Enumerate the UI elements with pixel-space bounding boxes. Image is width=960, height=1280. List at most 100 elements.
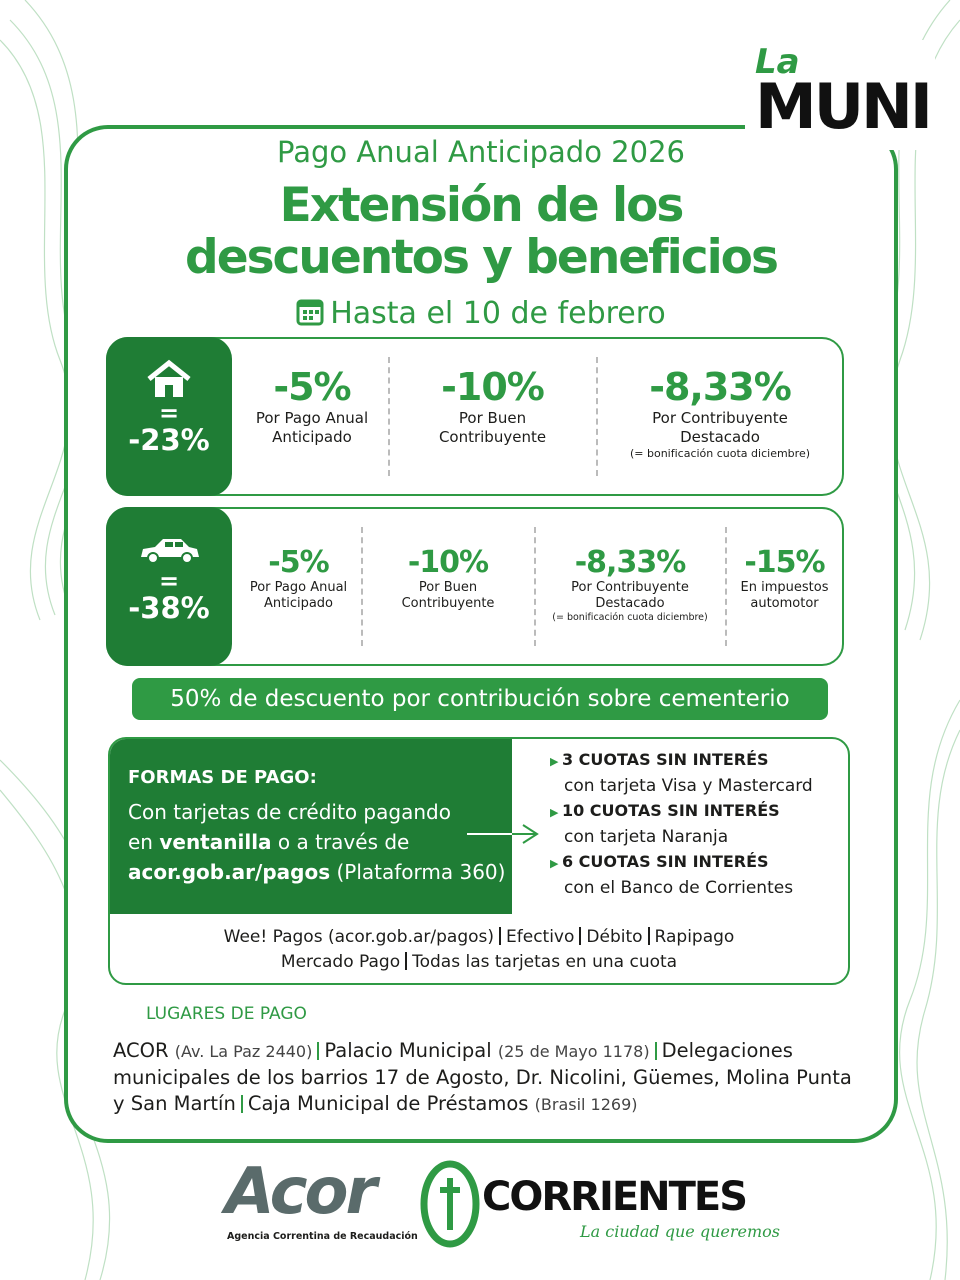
option: ▶ 6 CUOTAS SIN INTERÉS con el Banco de Co… (550, 849, 848, 901)
subtitle: Pago Anual Anticipado 2026 (277, 135, 685, 169)
discount-item: -15% En impuestos automotor (727, 509, 842, 664)
discount-label: Contribuyente (438, 428, 547, 446)
text-line: en ventanilla o a través de (128, 827, 508, 857)
option-title: 10 CUOTAS SIN INTERÉS (561, 801, 780, 820)
divider (361, 527, 363, 646)
discount-label: Por Buen (458, 409, 527, 427)
house-icon (147, 359, 191, 397)
option: ▶ 3 CUOTAS SIN INTERÉS con tarjeta Visa y… (550, 747, 848, 798)
discount-value: -5% (273, 365, 351, 409)
corrientes-wordmark: CORRIENTES (482, 1174, 748, 1220)
date-row: Hasta el 10 de febrero (64, 296, 898, 331)
car-icon (141, 539, 199, 564)
place-address: (Av. La Paz 2440) (174, 1042, 313, 1061)
place-name: Palacio Municipal (324, 1039, 492, 1062)
option-title: 6 CUOTAS SIN INTERÉS (561, 852, 769, 871)
payment-methods: FORMAS DE PAGO: Con tarjetas de crédito … (110, 739, 512, 914)
discount-label: automotor (750, 596, 819, 611)
discount-item: -10% Por Buen Contribuyente (363, 509, 533, 664)
place-name: ACOR (113, 1039, 169, 1062)
discount-value: -5% (268, 545, 329, 580)
method: Rapipago (654, 927, 735, 947)
property-box: = -23% -5% Por Pago Anual Anticipado -10… (106, 337, 844, 496)
method: Todas las tarjetas en una cuota (412, 952, 678, 972)
brand-la: La (755, 42, 800, 82)
discount-label: Por Pago Anual (255, 409, 369, 427)
option-title: 3 CUOTAS SIN INTERÉS (561, 750, 769, 769)
discount-value: -8,33% (574, 545, 687, 580)
divider (725, 527, 727, 646)
divider (596, 357, 598, 476)
equals: = (158, 399, 180, 427)
methods-line: Wee! Pagos (acor.gob.ar/pagos) Efectivo Dé… (110, 925, 848, 950)
title-line: Extensión de los (279, 178, 685, 233)
option-detail: con el Banco de Corrientes (564, 878, 794, 898)
discount-label: Por Buen (418, 580, 478, 595)
slogan: La ciudad que queremos (580, 1222, 780, 1241)
discount-item: -8,33% Por Contribuyente Destacado (= bo… (536, 509, 724, 664)
method: Efectivo (506, 927, 575, 947)
option: ▶ 10 CUOTAS SIN INTERÉS con tarjeta Naran… (550, 798, 848, 849)
divider (388, 357, 390, 476)
total: -23% (128, 423, 210, 457)
acor-logo: Acor Agencia Correntina de Recaudación (225, 1155, 418, 1250)
text-line: acor.gob.ar/pagos (Plataforma 360) (128, 857, 508, 887)
corrientes-logo: CORRIENTES La ciudad que queremos (420, 1160, 780, 1255)
place-address: (Brasil 1269) (534, 1095, 638, 1114)
discount-label: Destacado (595, 596, 665, 611)
discount-note: (= bonificación cuota diciembre) (552, 612, 708, 623)
vehicle-box: = -38% -5% Por Pago Anual Anticipado -10… (106, 507, 844, 666)
discount-label: En impuestos (740, 580, 829, 595)
acor-wordmark: Acor (225, 1155, 377, 1229)
text: ventanilla (159, 830, 272, 854)
places-heading: LUGARES DE PAGO (146, 1004, 307, 1024)
text: (Plataforma 360) (336, 860, 506, 884)
discount-item: -5% Por Pago Anual Anticipado (236, 509, 361, 664)
payment-text: Con tarjetas de crédito pagando en venta… (128, 797, 508, 887)
discount-value: -15% (744, 545, 825, 580)
place-name: Delegaciones municipales de los barrios … (113, 1039, 852, 1115)
text-line: Con tarjetas de crédito pagando (128, 800, 451, 824)
brand-muni: MUNI (755, 70, 933, 143)
title-line: descuentos y beneficios (185, 230, 779, 285)
brand-logo: La MUNI (745, 40, 935, 150)
discount-value: -10% (441, 365, 545, 409)
vehicle-total: = -38% (106, 507, 232, 666)
discount-label: Destacado (680, 428, 760, 446)
text: acor.gob.ar/pagos (128, 860, 331, 884)
calendar-icon (296, 299, 324, 326)
option-detail: con tarjeta Visa y Mastercard (564, 776, 813, 796)
discount-label: Anticipado (272, 428, 352, 446)
discount-label: Anticipado (263, 596, 334, 611)
place-address: (25 de Mayo 1178) (497, 1042, 650, 1061)
cemetery-banner: 50% de descuento por contribución sobre … (132, 678, 828, 720)
option-detail: con tarjeta Naranja (564, 827, 729, 847)
payment-heading: FORMAS DE PAGO: (128, 767, 317, 788)
discount-label: Contribuyente (401, 596, 495, 611)
discount-label: Por Pago Anual (249, 580, 348, 595)
divider (534, 527, 536, 646)
discount-label: Por Contribuyente (571, 580, 689, 595)
date-text: Hasta el 10 de febrero (330, 296, 666, 331)
text: en (128, 830, 153, 854)
installment-options: ▶ 3 CUOTAS SIN INTERÉS con tarjeta Visa y… (550, 747, 848, 901)
discount-item: -10% Por Buen Contribuyente (390, 339, 595, 494)
total: -38% (128, 591, 210, 625)
discount-item: -8,33% Por Contribuyente Destacado (= bo… (598, 339, 842, 494)
places-list: ACOR (Av. La Paz 2440) Palacio Municipal … (113, 1038, 863, 1118)
property-total: = -23% (106, 337, 232, 496)
arrow (467, 824, 539, 844)
method: Mercado Pago (280, 952, 401, 972)
method: Wee! Pagos (acor.gob.ar/pagos) (223, 927, 495, 947)
place-name: Caja Municipal de Préstamos (247, 1092, 529, 1115)
discount-label: Por Contribuyente (652, 409, 788, 427)
methods-line: Mercado Pago Todas las tarjetas en una cu… (110, 950, 848, 975)
equals: = (158, 567, 180, 595)
acor-name: Agencia Correntina de Recaudación (227, 1231, 418, 1242)
other-methods: Wee! Pagos (acor.gob.ar/pagos) Efectivo Dé… (110, 925, 848, 975)
discount-item: -5% Por Pago Anual Anticipado (236, 339, 388, 494)
payment-box: FORMAS DE PAGO: Con tarjetas de crédito … (108, 737, 850, 985)
text: o a través de (277, 830, 410, 854)
discount-note: (= bonificación cuota diciembre) (629, 447, 810, 460)
